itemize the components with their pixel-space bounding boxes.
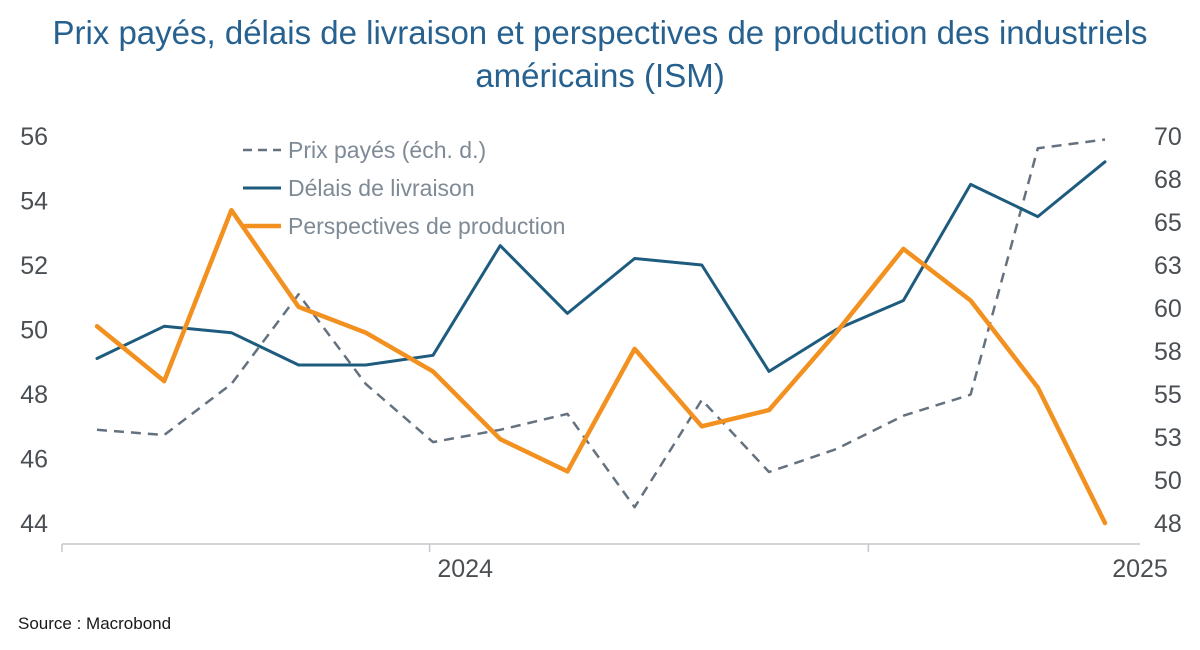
left-axis-tick-label: 50 (20, 317, 48, 345)
right-axis-tick-label: 65 (1154, 209, 1182, 237)
left-axis-tick-label: 54 (20, 188, 48, 216)
chart-canvas: 2024 2025 56 54 52 50 48 46 44 70 68 65 63 60 58 55 53 50… (20, 123, 1182, 583)
right-axis-tick-label: 53 (1154, 424, 1182, 452)
legend-label-perspectives_production: Perspectives de production (288, 213, 565, 239)
right-axis-tick-label: 48 (1154, 510, 1182, 538)
left-axis-tick-label: 44 (20, 510, 48, 538)
right-axis-tick-label: 55 (1154, 381, 1182, 409)
series-line-delais_livraison (95, 160, 1107, 373)
right-axis-tick-label: 63 (1154, 252, 1182, 280)
x-axis-label: 2024 (437, 555, 493, 583)
left-axis-tick-label: 56 (20, 123, 48, 151)
right-axis-tick-label: 60 (1154, 295, 1182, 323)
x-axis-label: 2025 (1112, 555, 1168, 583)
source-text: Source : Macrobond (18, 614, 172, 633)
chart-title: Prix payés, délais de livraison et persp… (52, 14, 1148, 94)
left-axis-tick-label: 46 (20, 446, 48, 474)
right-axis-tick-label: 58 (1154, 338, 1182, 366)
right-axis-tick-label: 70 (1154, 123, 1182, 151)
left-axis-tick-label: 48 (20, 381, 48, 409)
series-line-perspectives_production (94, 207, 1108, 526)
series-line-prix_payes (96, 138, 1106, 509)
legend-label-prix_payes: Prix payés (éch. d.) (288, 137, 486, 163)
right-axis-tick-label: 68 (1154, 166, 1182, 194)
legend-label-delais_livraison: Délais de livraison (288, 175, 475, 201)
left-axis-tick-label: 52 (20, 252, 48, 280)
right-axis-tick-label: 50 (1154, 467, 1182, 495)
